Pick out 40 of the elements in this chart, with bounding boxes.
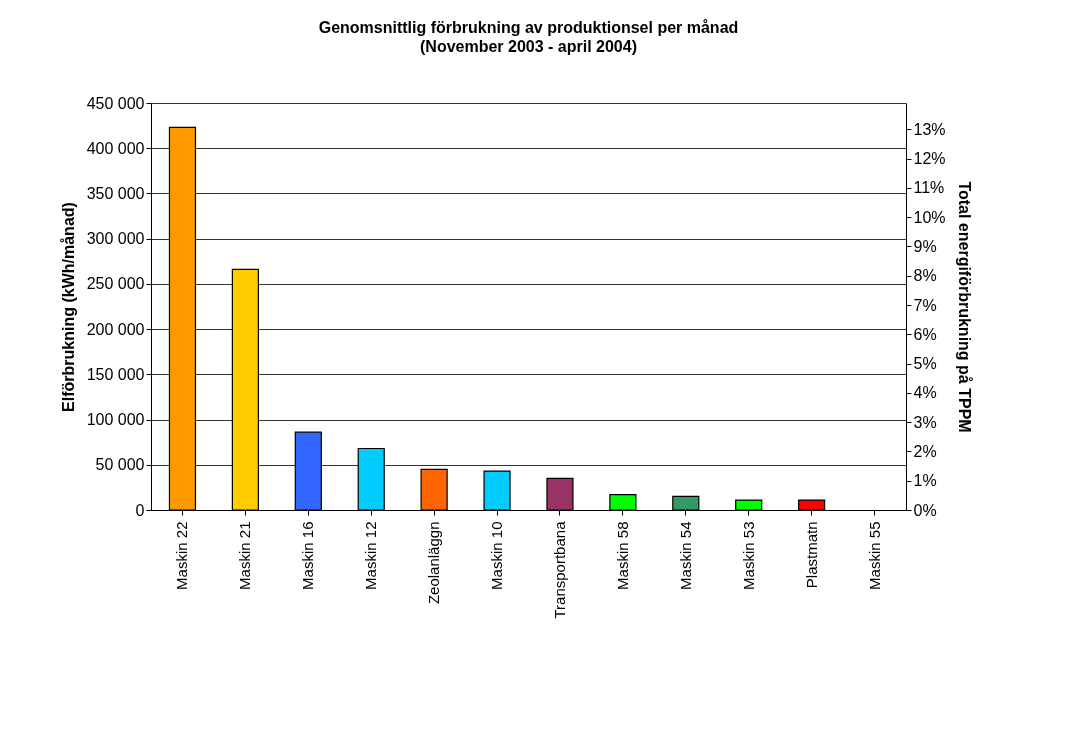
y-tick-label: 350 000 [86, 184, 145, 202]
x-tick-label: Maskin 16 [299, 521, 317, 590]
y-tick-label: 450 000 [86, 94, 145, 112]
y2-tick-label: 5% [913, 355, 937, 373]
y-tick-label: 0 [135, 501, 145, 519]
x-tick-label: Maskin 54 [676, 521, 694, 590]
y-tick-label: 150 000 [86, 365, 145, 383]
y2-tick-label: 11% [913, 179, 945, 197]
y2-tick-label: 13% [913, 120, 946, 138]
y-axis-title: Elförbrukning (kWh/månad) [59, 202, 77, 412]
y2-tick-label: 2% [913, 442, 937, 460]
y2-tick-label: 8% [913, 267, 937, 285]
y2-tick-label: 12% [913, 150, 946, 168]
chart-subtitle: (November 2003 - april 2004) [420, 38, 637, 55]
y2-tick-label: 7% [913, 296, 937, 314]
y2-tick-label: 0% [913, 501, 937, 519]
x-tick-label: Maskin 12 [362, 521, 380, 590]
y2-tick-label: 3% [913, 413, 937, 431]
y-tick-label: 100 000 [86, 411, 145, 429]
x-tick-label: Transportbana [550, 520, 568, 619]
x-tick-label: Maskin 55 [865, 521, 883, 590]
x-tick-label: Maskin 53 [739, 521, 757, 590]
y2-tick-label: 10% [913, 208, 946, 226]
chart-title: Genomsnittlig förbrukning av produktionsel per månad [318, 19, 739, 36]
y-tick-label: 250 000 [86, 275, 145, 293]
x-tick-label: Zeolanläggn [425, 521, 443, 605]
y2-tick-label: 1% [913, 472, 937, 490]
x-tick-label: Maskin 22 [173, 521, 191, 590]
y2-tick-label: 4% [913, 384, 937, 402]
y-tick-label: 400 000 [86, 139, 145, 157]
y2-tick-label: 6% [913, 325, 937, 343]
y2-tick-label: 9% [913, 237, 937, 255]
x-tick-label: Maskin 21 [236, 521, 254, 590]
x-tick-label: Maskin 10 [488, 521, 506, 590]
x-tick-label: Maskin 58 [613, 521, 631, 590]
y-tick-label: 200 000 [86, 320, 145, 338]
y-tick-label: 300 000 [86, 230, 145, 248]
y-tick-label: 50 000 [95, 456, 145, 474]
y2-axis-title: Total energiförbrukning på TPPM [955, 181, 973, 433]
x-tick-label: Plastmatn [802, 521, 820, 589]
